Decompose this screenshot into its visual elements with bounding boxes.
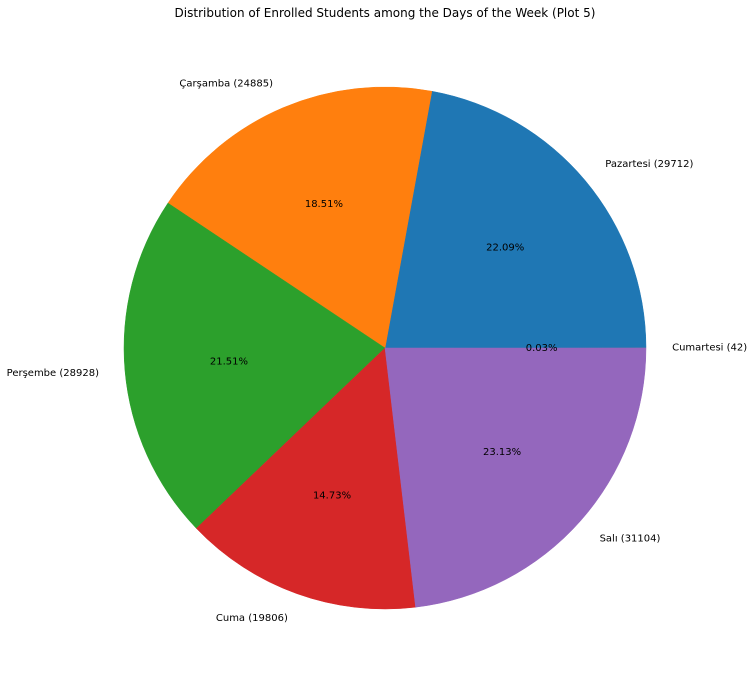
percent-label-cuma: 14.73% <box>313 490 351 501</box>
chart-title: Distribution of Enrolled Students among … <box>175 6 596 20</box>
pie-labels: Cumartesi (42) 0.03% Pazartesi (29712) 22.0… <box>7 79 748 625</box>
pie-slice-cuma <box>195 347 416 610</box>
pie-slices <box>123 86 647 610</box>
percent-label-carsamba: 18.51% <box>305 199 343 210</box>
percent-label-pazartesi: 22.09% <box>486 243 524 254</box>
pie-slice-persembe <box>123 202 386 529</box>
pie-slice-sali <box>384 347 647 608</box>
pie-slice-carsamba <box>167 86 433 349</box>
percent-label-sali: 23.13% <box>483 447 521 458</box>
percent-label-cumartesi: 0.03% <box>526 343 558 354</box>
slice-label-cuma: Cuma (19806) <box>216 613 288 624</box>
slice-label-sali: Salı (31104) <box>600 534 661 545</box>
slice-label-carsamba: Çarşamba (24885) <box>179 79 273 90</box>
pie-slice-pazartesi <box>384 90 647 349</box>
slice-label-cumartesi: Cumartesi (42) <box>672 343 747 354</box>
percent-label-persembe: 21.51% <box>210 357 248 368</box>
slice-label-persembe: Perşembe (28928) <box>7 368 99 379</box>
slice-label-pazartesi: Pazartesi (29712) <box>605 159 693 170</box>
